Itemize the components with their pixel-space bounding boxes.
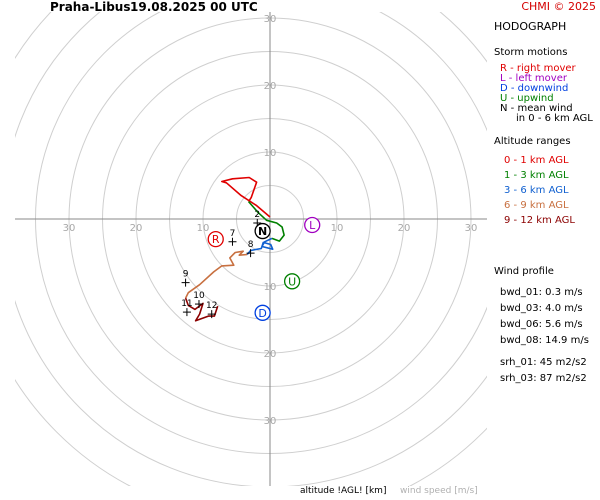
height-label: 8 [248, 240, 254, 250]
tick-label: 20 [264, 81, 277, 92]
height-label: 7 [230, 229, 236, 239]
storm-motion-label: D [258, 307, 266, 320]
altitude-range-legend-item: 6 - 9 km AGL [504, 200, 569, 211]
storm-motion-label: U [288, 275, 296, 288]
hodograph-segment [184, 297, 219, 322]
height-label: 11 [181, 299, 192, 309]
wind-profile-row: bwd_03: 4.0 m/s [500, 303, 583, 314]
altitude-range-legend-item: 1 - 3 km AGL [504, 170, 569, 181]
height-label: 12 [206, 301, 217, 311]
storm-motion-marker [304, 216, 321, 234]
legend-panel: HODOGRAPH Storm motions R - right mover L… [494, 18, 598, 228]
storm-motion-marker [207, 230, 224, 248]
height-label: 10 [193, 291, 205, 301]
tick-label: 10 [331, 223, 344, 234]
wind-profile-row: bwd_08: 14.9 m/s [500, 335, 589, 346]
storm-motion-label: N [258, 225, 267, 238]
storm-motion-marker [254, 222, 271, 240]
storm-motion-marker [254, 304, 271, 321]
wind-profile-panel: Wind profile bwd_01: 0.3 m/s bwd_03: 4.0… [494, 266, 598, 387]
storm-motion-legend-item: R - right mover [500, 63, 576, 74]
altitude-ranges-title: Altitude ranges [494, 136, 571, 147]
copyright: CHMI © 2025 [521, 0, 596, 13]
wind-profile-row: bwd_01: 0.3 m/s [500, 287, 583, 298]
hodograph-segment [221, 176, 271, 218]
storm-motion-legend-item: U - upwind [500, 93, 554, 104]
tick-label: 30 [264, 14, 277, 25]
storm-motion-legend-item: L - left mover [500, 73, 567, 84]
station-name: Praha-Libus [50, 0, 131, 14]
storm-motion-label: R [212, 233, 220, 246]
wind-profile-title: Wind profile [494, 266, 554, 277]
wind-speed-note: wind speed [m/s] [400, 486, 478, 496]
height-label: 9 [183, 270, 189, 280]
tick-label: 20 [130, 223, 143, 234]
storm-motion-legend-item: D - downwind [500, 83, 569, 94]
tick-label: 10 [264, 282, 277, 293]
height-label: 2 [254, 210, 260, 220]
hodograph-title: HODOGRAPH [494, 20, 567, 33]
tick-label: 30 [465, 223, 478, 234]
altitude-range-legend-item: 0 - 1 km AGL [504, 155, 569, 166]
tick-label: 20 [264, 349, 277, 360]
altitude-range-list: 0 - 1 km AGL 1 - 3 km AGL 3 - 6 km AGL 6 - … [494, 153, 598, 228]
tick-label: 30 [264, 416, 277, 427]
hodograph-segment [247, 201, 285, 242]
wind-profile-row: srh_01: 45 m2/s2 [500, 357, 587, 368]
altitude-range-legend-item: 9 - 12 km AGL [504, 215, 575, 226]
storm-motion-list: R - right mover L - left mover D - downwin… [494, 64, 598, 124]
tick-label: 20 [398, 223, 411, 234]
hodograph-segment [184, 250, 248, 299]
wind-profile-row: srh_03: 87 m2/s2 [500, 373, 587, 384]
storm-motion-legend-item: N - mean wind [500, 103, 573, 114]
storm-motion-marker [283, 273, 301, 290]
tick-label: 30 [63, 223, 76, 234]
wind-profile-row: bwd_06: 5.6 m/s [500, 319, 583, 330]
sounding-datetime: 19.08.2025 00 UTC [130, 0, 258, 14]
speed-ring [15, 12, 487, 486]
storm-motion-label: L [309, 219, 316, 232]
tick-label: 10 [264, 148, 277, 159]
altitude-axis-note: altitude !AGL! [km] [300, 486, 387, 496]
storm-motion-legend-item: in 0 - 6 km AGL [516, 113, 593, 124]
tick-label: 10 [197, 223, 210, 234]
hodograph-segment [246, 237, 274, 256]
storm-motions-title: Storm motions [494, 47, 568, 58]
altitude-range-legend-item: 3 - 6 km AGL [504, 185, 569, 196]
